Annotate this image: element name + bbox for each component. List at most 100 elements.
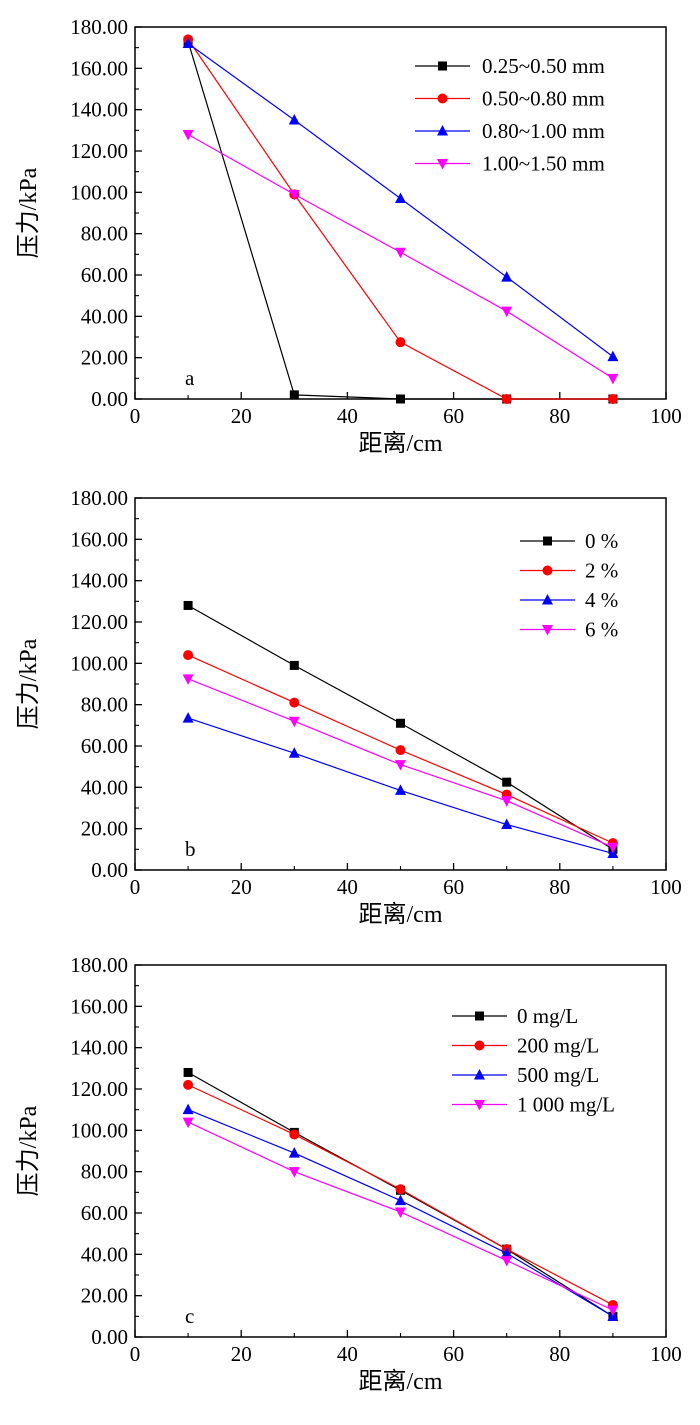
- y-tick-label: 120.00: [70, 610, 128, 634]
- series-2: [182, 712, 619, 858]
- data-point: [289, 1129, 300, 1140]
- series-2: [182, 1103, 619, 1321]
- data-point: [501, 306, 513, 318]
- x-tick-label: 80: [549, 404, 570, 428]
- data-point: [501, 818, 513, 830]
- data-point: [182, 1117, 194, 1129]
- data-point: [183, 1067, 193, 1077]
- chart-panel-a: 0 20 40 60 80 100 0.00 20.00 40.00 60.00 80.00 100.…: [15, 15, 682, 457]
- data-point: [288, 747, 300, 758]
- data-point: [288, 189, 300, 201]
- series-3: [182, 674, 619, 854]
- y-tick-label: 40.00: [81, 1242, 128, 1266]
- data-point: [289, 660, 299, 670]
- legend-marker: [542, 594, 553, 605]
- x-tick-label: 20: [231, 875, 252, 899]
- legend-label: 0.50~0.80 mm: [482, 87, 605, 111]
- data-point: [182, 1103, 194, 1115]
- x-tick-label: 80: [549, 1342, 570, 1366]
- series-3: [182, 129, 619, 385]
- x-tick-label: 20: [231, 1342, 252, 1366]
- chart-panel-b: 0 20 40 60 80 100 0.00 20.00 40.00 60.00 80.00 100.…: [15, 486, 682, 928]
- y-tick-label: 160.00: [70, 56, 128, 80]
- y-axis-title: 压力/kPa: [15, 638, 42, 729]
- data-point: [182, 674, 194, 685]
- y-tick-label: 60.00: [81, 263, 128, 287]
- data-point: [607, 373, 619, 385]
- x-tick-label: 60: [443, 1342, 464, 1366]
- x-tick-label: 40: [337, 404, 358, 428]
- legend-marker: [542, 565, 553, 576]
- y-tick-label: 60.00: [81, 1201, 128, 1225]
- legend: 0 % 2 % 4 % 6 %: [520, 529, 618, 642]
- data-point: [395, 1184, 406, 1195]
- data-point: [395, 192, 406, 204]
- legend-label: 0.80~1.00 mm: [482, 119, 605, 143]
- legend-label: 200 mg/L: [517, 1034, 599, 1058]
- x-tick-label: 100: [650, 404, 682, 428]
- data-point: [288, 716, 300, 728]
- legend-label: 0 mg/L: [517, 1004, 578, 1028]
- x-axis-title: 距离/cm: [359, 1368, 443, 1395]
- y-tick-label: 120.00: [70, 139, 128, 163]
- panel-letter: b: [185, 837, 196, 861]
- legend-marker: [474, 1100, 485, 1111]
- data-point: [501, 394, 512, 404]
- data-point: [289, 697, 300, 708]
- data-point: [289, 390, 299, 400]
- data-point: [501, 271, 513, 282]
- x-axis-title: 距离/cm: [359, 901, 443, 928]
- x-tick-label: 40: [337, 875, 358, 899]
- x-tick-label: 40: [337, 1342, 358, 1366]
- y-tick-label: 40.00: [81, 775, 128, 799]
- data-point: [395, 1207, 406, 1218]
- x-tick-label: 80: [549, 875, 570, 899]
- y-tick-label: 20.00: [81, 1284, 128, 1308]
- data-point: [396, 394, 405, 404]
- x-tick-label: 60: [443, 875, 464, 899]
- y-tick-label: 180.00: [70, 953, 128, 977]
- data-point: [288, 1147, 300, 1158]
- data-point: [183, 650, 194, 661]
- y-axis-title: 压力/kPa: [15, 167, 42, 258]
- legend-marker: [543, 536, 552, 546]
- x-tick-label: 0: [130, 404, 141, 428]
- panel-letter: c: [185, 1304, 194, 1328]
- data-point: [288, 114, 300, 125]
- data-point: [395, 337, 406, 348]
- y-tick-label: 80.00: [81, 1160, 128, 1184]
- series-1: [183, 650, 618, 849]
- y-tick-label: 20.00: [81, 346, 128, 370]
- y-tick-label: 0.00: [91, 1325, 128, 1349]
- data-point: [182, 37, 194, 49]
- y-tick-label: 140.00: [70, 569, 128, 593]
- legend-marker: [475, 1011, 484, 1021]
- y-tick-label: 140.00: [70, 98, 128, 122]
- legend-label: 500 mg/L: [517, 1063, 599, 1087]
- y-tick-label: 160.00: [70, 994, 128, 1018]
- legend-marker: [542, 625, 553, 636]
- legend: 0 mg/L 200 mg/L 500 mg/L 1 000 mg/L: [452, 1004, 615, 1117]
- x-tick-label: 60: [443, 404, 464, 428]
- y-tick-label: 100.00: [70, 1118, 128, 1142]
- y-tick-label: 120.00: [70, 1077, 128, 1101]
- x-axis-title: 距离/cm: [359, 430, 443, 457]
- data-point: [183, 1079, 194, 1090]
- y-tick-label: 80.00: [81, 222, 128, 246]
- y-tick-label: 180.00: [70, 486, 128, 510]
- legend-marker: [474, 1069, 485, 1080]
- y-tick-label: 100.00: [70, 180, 128, 204]
- data-point: [607, 1305, 619, 1317]
- legend: 0.25~0.50 mm 0.50~0.80 mm 0.80~1.00 mm 1.00…: [415, 54, 605, 176]
- legend-label: 0 %: [585, 529, 618, 553]
- data-point: [501, 1256, 513, 1267]
- legend-marker: [438, 61, 447, 71]
- plot-frame: [134, 497, 667, 871]
- legend-marker: [437, 125, 448, 136]
- chart-panel-c: 0 20 40 60 80 100 0.00 20.00 40.00 60.00 80.00 100.…: [15, 953, 682, 1395]
- data-point: [395, 784, 406, 795]
- y-tick-label: 20.00: [81, 817, 128, 841]
- data-point: [182, 712, 194, 723]
- y-tick-label: 40.00: [81, 304, 128, 328]
